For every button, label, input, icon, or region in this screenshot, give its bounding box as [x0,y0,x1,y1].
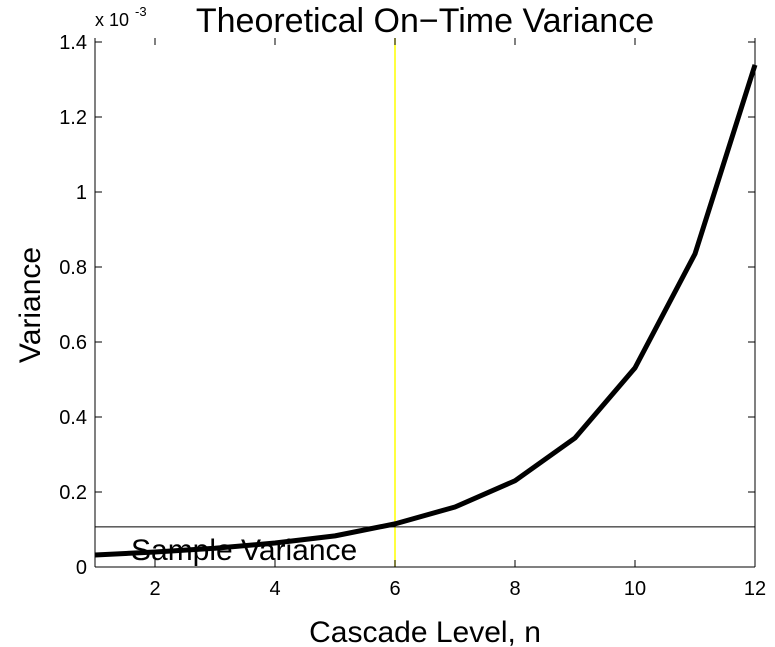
y-tick-label: 1.2 [59,107,87,129]
chart-title: Theoretical On−Time Variance [196,2,654,40]
x-tick-label: 2 [149,578,160,600]
exponent-base: x 10 [95,10,129,30]
data-line [94,64,758,558]
x-tick-label: 10 [624,578,646,600]
plot-area [95,38,755,567]
y-tick-label: 0.6 [59,332,87,354]
y-tick-label: 0 [76,557,87,579]
x-tick-label: 8 [509,578,520,600]
x-tick-label: 6 [389,578,400,600]
y-tick-label: 0.4 [59,407,87,429]
y-tick-label: 1.4 [59,32,87,54]
y-tick-label: 0.8 [59,257,87,279]
exponent-power: -3 [135,4,147,19]
x-tick-label: 12 [744,578,766,600]
y-tick-label: 1 [76,182,87,204]
y-tick-label: 0.2 [59,482,87,504]
x-tick-label: 4 [269,578,280,600]
y-axis-label: Variance [14,247,47,363]
x-axis-label: Cascade Level, n [309,616,541,647]
